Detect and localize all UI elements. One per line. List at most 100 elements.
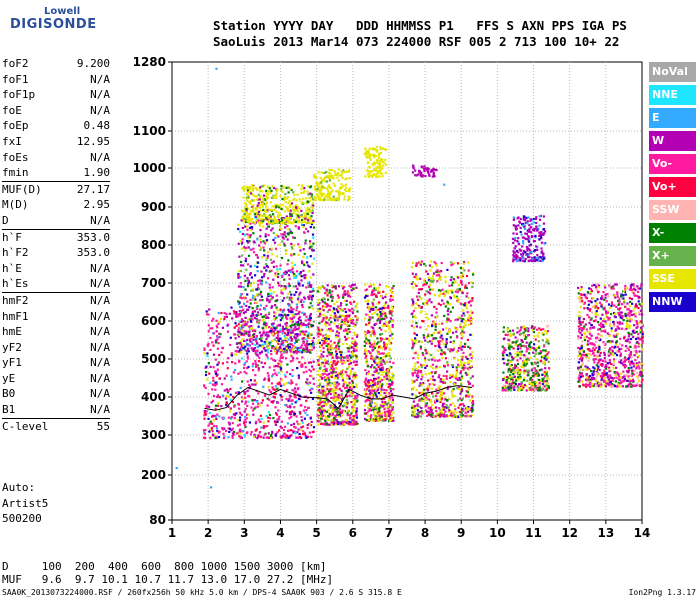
echo-point: [248, 219, 251, 222]
echo-point: [363, 331, 367, 334]
echo-point: [285, 410, 288, 413]
echo-point: [280, 315, 283, 318]
echo-point: [371, 342, 375, 346]
echo-point: [391, 324, 394, 327]
echo-point: [392, 285, 395, 288]
echo-point: [256, 346, 259, 349]
echo-point: [351, 381, 354, 384]
echo-point: [343, 361, 346, 364]
echo-point: [312, 219, 315, 222]
echo-point: [444, 275, 447, 279]
echo-point: [287, 303, 290, 306]
echo-point: [425, 281, 428, 284]
echo-point: [270, 353, 273, 356]
echo-point: [256, 342, 259, 345]
echo-point: [244, 260, 247, 263]
echo-point: [292, 244, 295, 247]
echo-point: [345, 299, 348, 302]
echo-point: [432, 272, 436, 275]
echo-point: [309, 381, 312, 384]
echo-point: [347, 170, 350, 173]
echo-point: [290, 329, 293, 332]
echo-point: [373, 370, 376, 373]
echo-point: [248, 338, 251, 341]
echo-point: [446, 387, 449, 390]
echo-point: [246, 197, 249, 200]
echo-point: [286, 317, 289, 320]
echo-point: [443, 351, 446, 354]
echo-point: [441, 351, 444, 354]
echo-point: [276, 431, 279, 434]
echo-point: [296, 193, 299, 196]
echo-point: [329, 365, 332, 368]
echo-point: [309, 218, 312, 221]
echo-point: [369, 157, 372, 160]
echo-point: [257, 283, 260, 286]
echo-point: [301, 262, 304, 265]
echo-point: [348, 363, 351, 366]
echo-point: [464, 323, 467, 327]
echo-point: [245, 417, 248, 420]
echo-point: [281, 197, 284, 200]
echo-point: [285, 357, 288, 360]
echo-point: [459, 392, 462, 395]
echo-point: [450, 284, 454, 287]
echo-point: [442, 381, 445, 384]
echo-point: [234, 391, 238, 394]
echo-point: [428, 298, 431, 301]
echo-point: [364, 147, 367, 150]
echo-point: [372, 358, 375, 361]
echo-point: [337, 197, 340, 200]
echo-point: [238, 349, 241, 352]
echo-point: [267, 346, 270, 349]
echo-point: [317, 423, 320, 426]
echo-point: [310, 284, 313, 287]
echo-point: [274, 220, 277, 223]
echo-point: [305, 222, 308, 225]
echo-point: [363, 344, 366, 347]
echo-point: [279, 318, 282, 322]
echo-point: [381, 402, 384, 405]
echo-point: [434, 325, 437, 328]
echo-point: [239, 342, 242, 345]
echo-point: [440, 414, 443, 417]
echo-point: [239, 276, 242, 279]
echo-point: [339, 304, 342, 307]
echo-point: [469, 316, 472, 320]
echo-point: [415, 295, 419, 298]
echo-point: [388, 412, 391, 416]
echo-point: [472, 273, 475, 276]
echo-point: [380, 308, 383, 311]
echo-point: [261, 315, 264, 319]
echo-point: [245, 215, 248, 218]
echo-point: [308, 306, 311, 309]
echo-point: [225, 403, 228, 406]
echo-point: [422, 334, 425, 337]
echo-point: [412, 413, 415, 416]
echo-point: [448, 373, 452, 377]
echo-point: [368, 396, 371, 399]
echo-point: [369, 285, 372, 288]
echo-point: [233, 405, 236, 408]
echo-point: [298, 315, 301, 319]
echo-point: [304, 411, 307, 414]
echo-point: [244, 408, 247, 411]
echo-point: [460, 375, 464, 378]
echo-point: [424, 264, 427, 267]
echo-point: [310, 375, 313, 378]
echo-point: [346, 320, 349, 323]
echo-point: [255, 335, 258, 338]
echo-point: [203, 348, 206, 351]
echo-point: [299, 330, 302, 333]
echo-point: [275, 373, 278, 377]
echo-point: [364, 289, 367, 292]
echo-point: [275, 336, 278, 339]
echo-point: [452, 263, 455, 266]
echo-point: [469, 333, 472, 336]
echo-point: [212, 434, 215, 437]
echo-point: [380, 385, 383, 388]
echo-point: [383, 388, 386, 392]
echo-point: [340, 192, 343, 195]
echo-point: [531, 346, 534, 349]
echo-point: [328, 413, 331, 416]
